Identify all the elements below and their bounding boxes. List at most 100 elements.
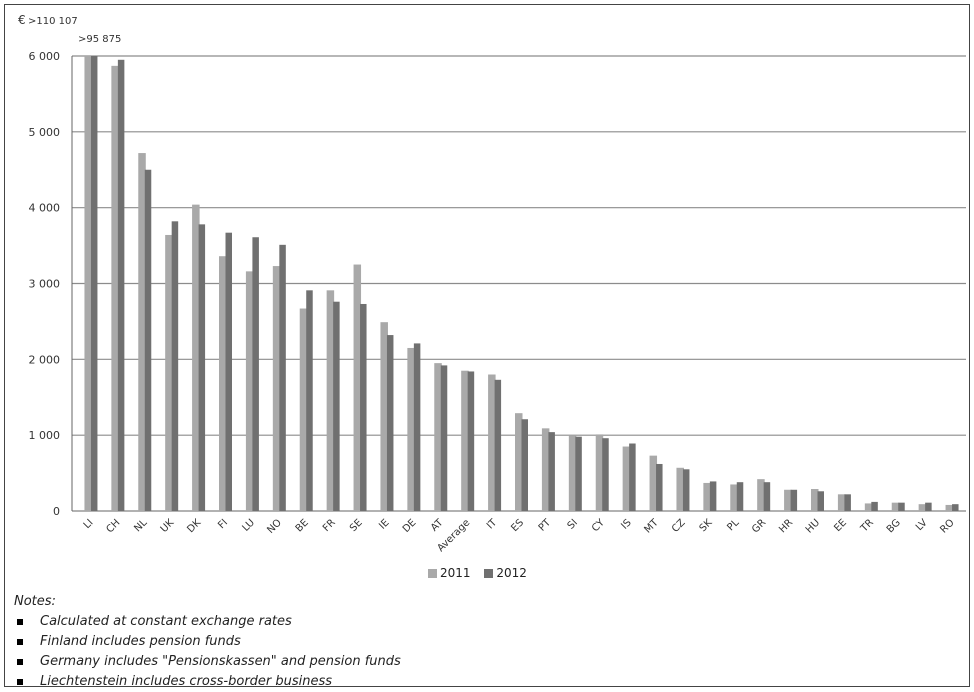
bar-2012-HU [817, 491, 824, 511]
x-tick-label: DK [185, 517, 203, 535]
y-tick-label: 0 [53, 505, 60, 518]
bar-2012-Average [467, 371, 475, 511]
bar-2012-LU [252, 237, 259, 511]
bullet-icon [17, 639, 23, 645]
bar-2012-PL [736, 482, 744, 511]
x-tick-label: EE [832, 517, 849, 534]
x-tick-label: LI [82, 517, 96, 531]
note-text: Calculated at constant exchange rates [40, 614, 292, 629]
bar-2011-IS [622, 446, 631, 511]
bar-2011-Average [461, 370, 469, 511]
x-tick-label: PL [725, 517, 741, 533]
bar-2011-CZ [676, 467, 684, 511]
bar-2012-LV [925, 502, 932, 511]
annotation-2011-overflow: >110 107 [28, 16, 78, 27]
bar-2012-CZ [682, 469, 690, 511]
x-tick-label: RO [938, 517, 956, 535]
note-item: Finland includes pension funds [14, 632, 914, 652]
x-tick-label: HR [777, 517, 795, 535]
legend-item-2011: 2011 [428, 566, 471, 580]
chart-frame [4, 4, 970, 687]
bar-2012-DK [198, 224, 206, 511]
note-text: Finland includes pension funds [40, 634, 241, 649]
x-tick-label: LU [240, 517, 257, 534]
y-tick-label: 5 000 [29, 126, 61, 139]
bar-2011-SK [703, 482, 711, 511]
bar-2011-DE [407, 347, 415, 511]
y-tick-label: 2 000 [29, 353, 61, 366]
bar-2012-PT [548, 432, 555, 511]
x-tick-label: SK [698, 517, 715, 534]
bar-2012-SK [709, 481, 717, 511]
bar-2012-LI [90, 56, 98, 511]
bar-2012-MT [656, 463, 663, 511]
bar-2012-DE [413, 343, 421, 511]
bar-2012-FR [333, 301, 340, 511]
y-tick-label: 3 000 [29, 278, 61, 291]
bar-2011-NO [272, 266, 281, 511]
bar-2012-GR [763, 482, 771, 511]
bar-2011-SI [568, 435, 577, 511]
x-tick-label: IS [619, 517, 633, 531]
bar-2012-IT [494, 379, 502, 511]
bar-2011-LV [918, 504, 927, 511]
unit-label: € [18, 13, 26, 27]
bar-2012-FI [225, 232, 232, 512]
bar-2012-IS [629, 443, 636, 511]
bar-2011-LI [84, 56, 92, 511]
note-item: Liechtenstein includes cross-border busi… [14, 672, 914, 692]
bar-2012-CY [602, 438, 609, 511]
bar-2012-RO [952, 504, 959, 511]
bar-2011-RO [945, 504, 954, 511]
x-tick-label: ES [509, 517, 526, 534]
annotation-2012-overflow: >95 875 [78, 34, 121, 45]
bar-2012-TR [871, 501, 878, 511]
x-tick-label: FI [216, 517, 230, 531]
bar-2011-PT [541, 428, 550, 511]
bar-2011-IE [380, 322, 388, 511]
bullet-icon [17, 659, 23, 665]
bar-2011-BG [891, 502, 900, 511]
x-tick-label: TR [858, 517, 876, 535]
notes-title: Notes: [14, 594, 56, 609]
bar-2011-FR [326, 290, 335, 511]
x-tick-label: HU [804, 517, 822, 535]
x-tick-label: IT [485, 517, 500, 532]
bar-2011-DK [192, 204, 200, 511]
x-tick-label: CY [590, 517, 608, 535]
x-tick-label: CH [104, 517, 122, 535]
bar-2012-NL [144, 169, 152, 511]
bar-2012-EE [844, 494, 851, 511]
bar-2011-IT [488, 374, 496, 511]
bar-2011-BE [299, 308, 308, 511]
bar-2012-SI [575, 436, 582, 511]
x-tick-label: IE [377, 517, 391, 531]
bar-2011-SE [353, 264, 362, 511]
x-tick-label: FR [321, 517, 338, 534]
bar-2011-FI [219, 256, 227, 511]
x-tick-label: AT [429, 517, 446, 534]
bar-2012-SE [360, 303, 367, 511]
y-tick-label: 1 000 [29, 429, 61, 442]
bar-2011-CH [111, 65, 119, 511]
bullet-icon [17, 679, 23, 685]
x-tick-label: BG [885, 517, 903, 535]
x-tick-label: UK [159, 517, 177, 535]
note-text: Liechtenstein includes cross-border busi… [40, 674, 333, 689]
bar-2011-ES [515, 413, 523, 511]
bullet-icon [17, 619, 23, 625]
bar-2011-PL [730, 484, 738, 511]
x-tick-label: PT [537, 517, 554, 534]
x-tick-label: SE [348, 517, 365, 534]
bar-2012-HR [790, 489, 798, 511]
x-tick-label: BE [294, 517, 311, 534]
bar-2012-BG [898, 502, 905, 511]
bar-2011-HU [811, 489, 819, 511]
note-item: Germany includes "Pensionskassen" and pe… [14, 652, 914, 672]
x-tick-label: CZ [670, 517, 688, 535]
bar-2011-AT [434, 363, 442, 511]
bar-2012-ES [521, 419, 528, 511]
notes-section: Notes: Calculated at constant exchange r… [14, 592, 914, 692]
y-tick-label: 6 000 [29, 50, 61, 63]
bar-2011-UK [165, 234, 173, 511]
